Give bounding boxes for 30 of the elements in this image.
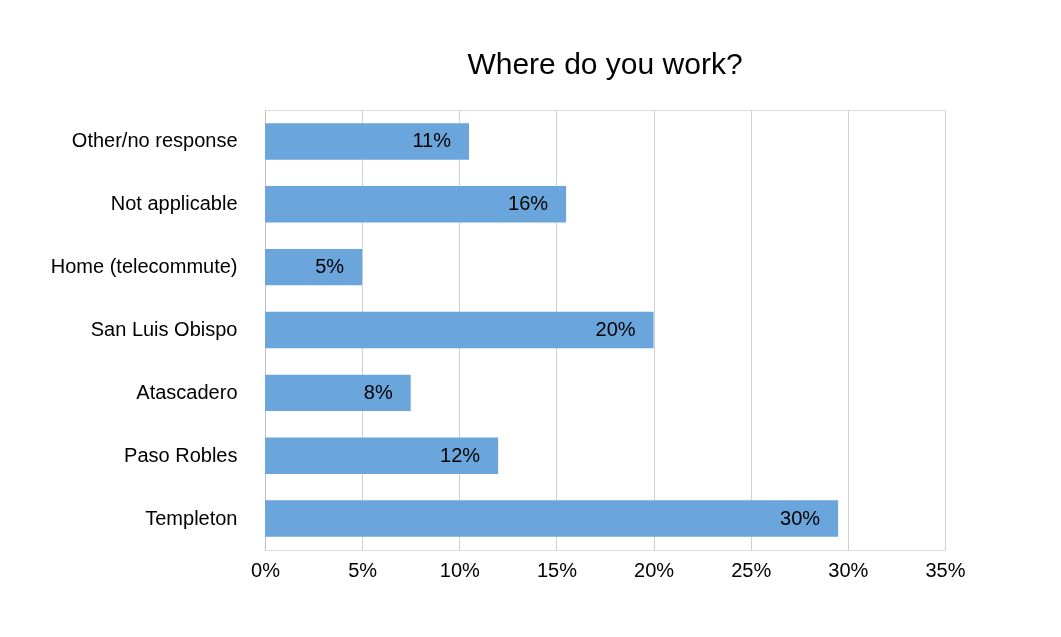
data-label: 12% bbox=[440, 443, 481, 466]
bar bbox=[265, 186, 567, 223]
y-tick-label: Templeton bbox=[145, 506, 238, 529]
data-label: 30% bbox=[780, 506, 821, 529]
bar bbox=[265, 437, 499, 474]
data-label: 16% bbox=[508, 192, 549, 215]
x-tick-label: 20% bbox=[634, 558, 675, 581]
data-label: 11% bbox=[412, 129, 452, 152]
y-tick-label: San Luis Obispo bbox=[90, 318, 238, 340]
y-tick-label: Paso Robles bbox=[124, 443, 238, 466]
x-tick-label: 10% bbox=[439, 558, 481, 581]
y-tick-label: Home (telecommute) bbox=[50, 255, 238, 278]
x-tick-label: 0% bbox=[251, 558, 281, 581]
bar bbox=[265, 311, 654, 349]
x-tick-label: 35% bbox=[925, 558, 966, 581]
bar bbox=[265, 500, 839, 537]
y-tick-label: Other/no response bbox=[71, 129, 238, 152]
bar bbox=[265, 123, 469, 160]
y-tick-label: Not applicable bbox=[110, 192, 238, 215]
bar bbox=[265, 248, 363, 286]
x-tick-label: 25% bbox=[731, 558, 772, 581]
x-tick-label: 5% bbox=[348, 558, 378, 581]
data-label: 8% bbox=[363, 380, 393, 403]
chart-title: Where do you work? bbox=[467, 47, 743, 80]
y-tick-label: Atascadero bbox=[136, 380, 238, 403]
bar bbox=[265, 374, 411, 412]
x-tick-label: 30% bbox=[828, 558, 869, 581]
x-tick-label: 15% bbox=[536, 558, 578, 581]
data-label: 20% bbox=[595, 318, 636, 340]
data-label: 5% bbox=[315, 255, 345, 278]
